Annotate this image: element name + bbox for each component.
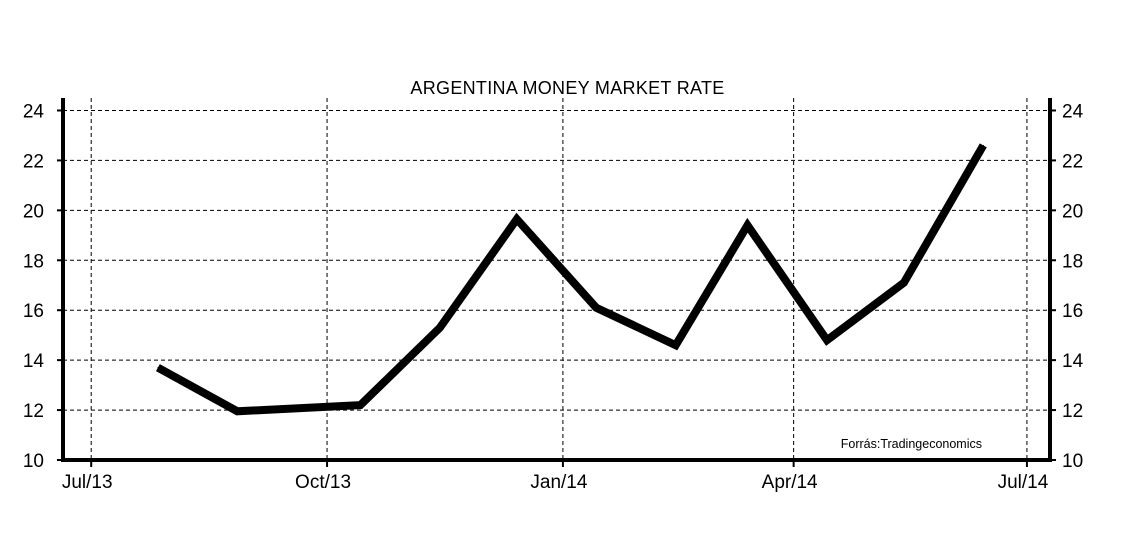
y-tick-label-left: 20 [23, 201, 44, 222]
source-label: Forrás:Tradingeconomics [841, 437, 982, 451]
data-point [675, 344, 677, 346]
tick-labels: 10 10 12 12 14 14 16 16 18 18 20 20 22 22 24 24 Jul/13 Oc… [23, 101, 1084, 493]
x-tick-label: Apr/14 [762, 472, 818, 493]
data-point [157, 367, 159, 369]
gridlines [63, 98, 1050, 460]
x-tick-label: Jan/14 [530, 472, 587, 493]
y-tick-label-right: 14 [1062, 351, 1084, 372]
y-tick-label-left: 12 [23, 401, 44, 422]
y-tick-label-right: 18 [1062, 251, 1083, 272]
data-point [595, 307, 597, 309]
x-tick-label: Jul/14 [998, 472, 1049, 493]
data-point [439, 327, 441, 329]
y-tick-label-left: 22 [23, 151, 44, 172]
y-tick-label-left: 16 [23, 301, 44, 322]
data-point [746, 224, 748, 226]
x-tick-label: Oct/13 [295, 472, 351, 493]
axes [57, 98, 1056, 467]
data-point [359, 404, 361, 406]
y-tick-label-left: 14 [23, 351, 45, 372]
data-point [903, 282, 905, 284]
series-layer [155, 143, 987, 416]
chart-title: ARGENTINA MONEY MARKET RATE [410, 78, 724, 98]
y-tick-label-right: 16 [1062, 301, 1083, 322]
series-line [155, 143, 987, 416]
data-point [236, 410, 238, 412]
y-tick-label-left: 10 [23, 451, 44, 472]
y-tick-label-right: 22 [1062, 151, 1083, 172]
data-point [982, 144, 984, 146]
y-tick-label-right: 20 [1062, 201, 1083, 222]
x-tick-label: Jul/13 [62, 472, 113, 493]
y-tick-label-right: 10 [1062, 451, 1083, 472]
y-tick-label-right: 12 [1062, 401, 1083, 422]
data-point [826, 339, 828, 341]
data-point [516, 218, 518, 220]
y-tick-label-left: 24 [23, 101, 45, 122]
y-tick-label-left: 18 [23, 251, 44, 272]
y-tick-label-right: 24 [1062, 101, 1084, 122]
